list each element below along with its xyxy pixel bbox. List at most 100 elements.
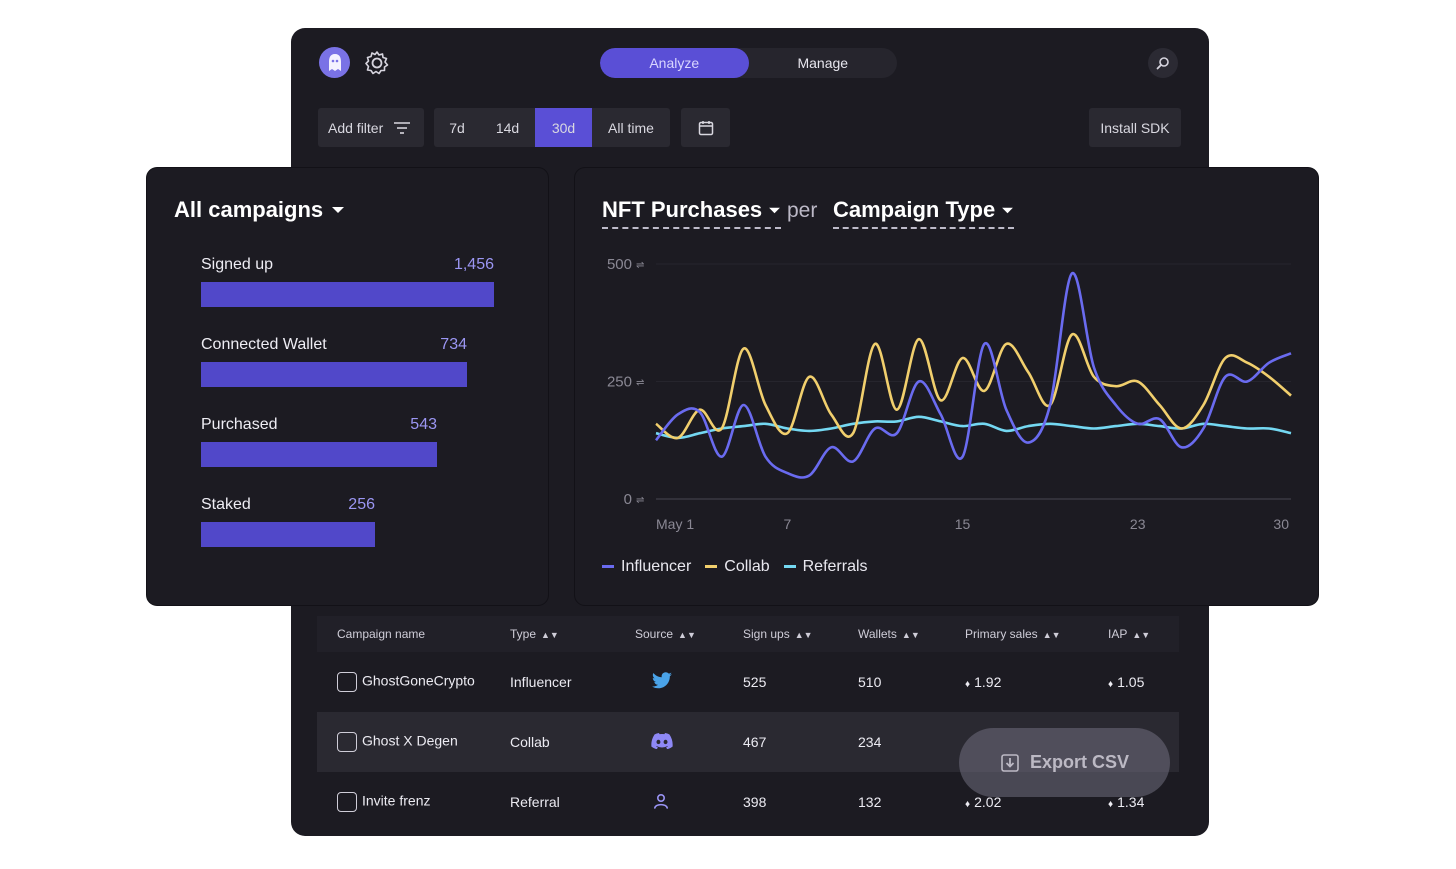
col-wallets[interactable]: Wallets ▲▼ — [858, 627, 920, 641]
row-checkbox[interactable] — [337, 732, 357, 752]
eth-icon: ♦ — [965, 799, 971, 810]
line-chart: 500 ⇌ 250 ⇌ 0 ⇌ May 1 7 15 23 30 — [607, 256, 1292, 532]
add-filter-label: Add filter — [328, 119, 384, 136]
table-header: Campaign name Type ▲▼ Source ▲▼ Sign ups ▲▼… — [317, 616, 1179, 652]
calendar-icon — [698, 120, 713, 135]
y-tick-label: 500 — [607, 256, 632, 273]
download-icon — [1001, 753, 1019, 772]
wallets-cell: 132 — [858, 794, 882, 810]
range-14d[interactable]: 14d — [495, 119, 520, 136]
type-cell: Referral — [510, 794, 560, 810]
col-source-label: Source — [635, 627, 674, 641]
search-button[interactable] — [1148, 48, 1178, 78]
dimension-dropdown[interactable]: Campaign Type — [833, 197, 1015, 229]
sort-icon: ▲▼ — [678, 630, 696, 640]
series-line-influencer — [654, 272, 1292, 479]
signups-cell: 525 — [743, 674, 767, 690]
x-tick-label: 15 — [955, 516, 971, 532]
metric-dropdown[interactable]: NFT Purchases — [602, 197, 782, 229]
y-tick-label: 250 — [607, 374, 632, 391]
range-30d[interactable]: 30d — [535, 108, 592, 147]
funnel-bar — [201, 442, 437, 467]
funnel-item: Purchased 543 — [201, 416, 494, 471]
ghost-logo-icon[interactable] — [319, 47, 350, 78]
legend-label: Influencer — [621, 558, 692, 575]
legend-label: Referrals — [802, 558, 868, 575]
funnel-value: 1,456 — [453, 256, 494, 273]
legend-item[interactable]: Collab — [705, 558, 770, 576]
signups-cell: 467 — [743, 734, 767, 750]
top-bar: Analyze Manage — [291, 28, 1209, 98]
table-row[interactable]: GhostGoneCrypto Influencer 525 510 ♦ 1.92… — [317, 652, 1179, 712]
campaign-name-cell: Ghost X Degen — [337, 732, 458, 752]
legend-item[interactable]: Referrals — [783, 558, 868, 576]
x-tick-label: 23 — [1130, 516, 1146, 532]
primary-sales-value: 2.02 — [974, 794, 1002, 810]
type-cell: Influencer — [510, 674, 572, 690]
row-checkbox[interactable] — [337, 672, 357, 692]
y-tick-label: 0 — [624, 491, 632, 508]
range-all-time[interactable]: All time — [608, 119, 654, 136]
primary-sales-value: 1.92 — [974, 674, 1002, 690]
chart-card: NFT Purchases per Campaign Type 500 ⇌ 250 ⇌… — [575, 168, 1318, 605]
install-sdk-button[interactable]: Install SDK — [1089, 108, 1181, 147]
campaign-name: Ghost X Degen — [362, 732, 458, 749]
eth-icon: ⇌ — [636, 378, 644, 389]
funnel-item: Signed up 1,456 — [201, 256, 494, 311]
eth-icon: ⇌ — [636, 495, 644, 506]
legend-label: Collab — [724, 558, 770, 575]
iap-value: 1.05 — [1117, 674, 1145, 690]
campaign-name-cell: Invite frenz — [337, 792, 430, 812]
row-checkbox[interactable] — [337, 792, 357, 812]
export-csv-button[interactable]: Export CSV — [959, 728, 1170, 797]
wallets-cell: 510 — [858, 674, 882, 690]
eth-icon: ♦ — [965, 679, 971, 690]
funnel-label: Staked — [201, 496, 251, 513]
col-campaign-name[interactable]: Campaign name — [337, 627, 426, 641]
filter-icon — [394, 121, 411, 134]
gear-icon[interactable] — [361, 47, 392, 78]
tab-analyze[interactable]: Analyze — [600, 48, 749, 78]
per-label: per — [787, 199, 818, 222]
campaign-name: Invite frenz — [362, 792, 431, 809]
funnel-label: Connected Wallet — [201, 336, 327, 353]
col-source[interactable]: Source ▲▼ — [635, 627, 696, 641]
col-wallets-label: Wallets — [858, 627, 897, 641]
funnel-bar — [201, 522, 375, 547]
date-range-selector: 7d 14d 30d All time — [434, 108, 670, 147]
calendar-button[interactable] — [681, 108, 730, 147]
funnel-card: All campaigns Signed up 1,456 Connected Wa… — [147, 168, 548, 605]
funnel-bar — [201, 362, 467, 387]
col-signups[interactable]: Sign ups ▲▼ — [743, 627, 813, 641]
campaign-dropdown[interactable]: All campaigns — [174, 197, 345, 223]
funnel-value: 543 — [410, 416, 437, 433]
funnel-title: All campaigns — [174, 197, 324, 222]
col-iap[interactable]: IAP ▲▼ — [1108, 627, 1150, 641]
iap-value: 1.34 — [1117, 794, 1145, 810]
eth-icon: ⇌ — [636, 260, 644, 271]
mode-switch: Analyze Manage — [600, 48, 897, 78]
eth-icon: ♦ — [1108, 679, 1114, 690]
tab-manage[interactable]: Manage — [797, 55, 849, 71]
dimension-label: Campaign Type — [833, 197, 996, 222]
signups-cell: 398 — [743, 794, 767, 810]
caret-down-icon — [1002, 207, 1014, 213]
funnel-value: 256 — [348, 496, 375, 513]
primary-sales-cell: ♦ 1.92 — [965, 674, 1001, 690]
sort-icon: ▲▼ — [1132, 630, 1151, 640]
legend-swatch — [602, 565, 614, 569]
col-primary-sales[interactable]: Primary sales ▲▼ — [965, 627, 1061, 641]
twitter-icon — [651, 671, 673, 693]
caret-down-icon — [769, 207, 781, 213]
add-filter-button[interactable]: Add filter — [318, 108, 424, 147]
col-type[interactable]: Type ▲▼ — [510, 627, 559, 641]
table-row[interactable]: Invite frenz Referral 398 132 ♦ 2.02 ♦ 1.3… — [317, 772, 1179, 832]
caret-down-icon — [332, 207, 345, 213]
range-7d[interactable]: 7d — [449, 119, 465, 136]
x-tick-label: 30 — [1273, 516, 1289, 532]
legend-swatch — [783, 565, 796, 569]
legend-item[interactable]: Influencer — [602, 558, 691, 576]
funnel-bar — [201, 282, 494, 307]
search-icon — [1156, 57, 1169, 70]
x-tick-label: 7 — [783, 516, 791, 532]
